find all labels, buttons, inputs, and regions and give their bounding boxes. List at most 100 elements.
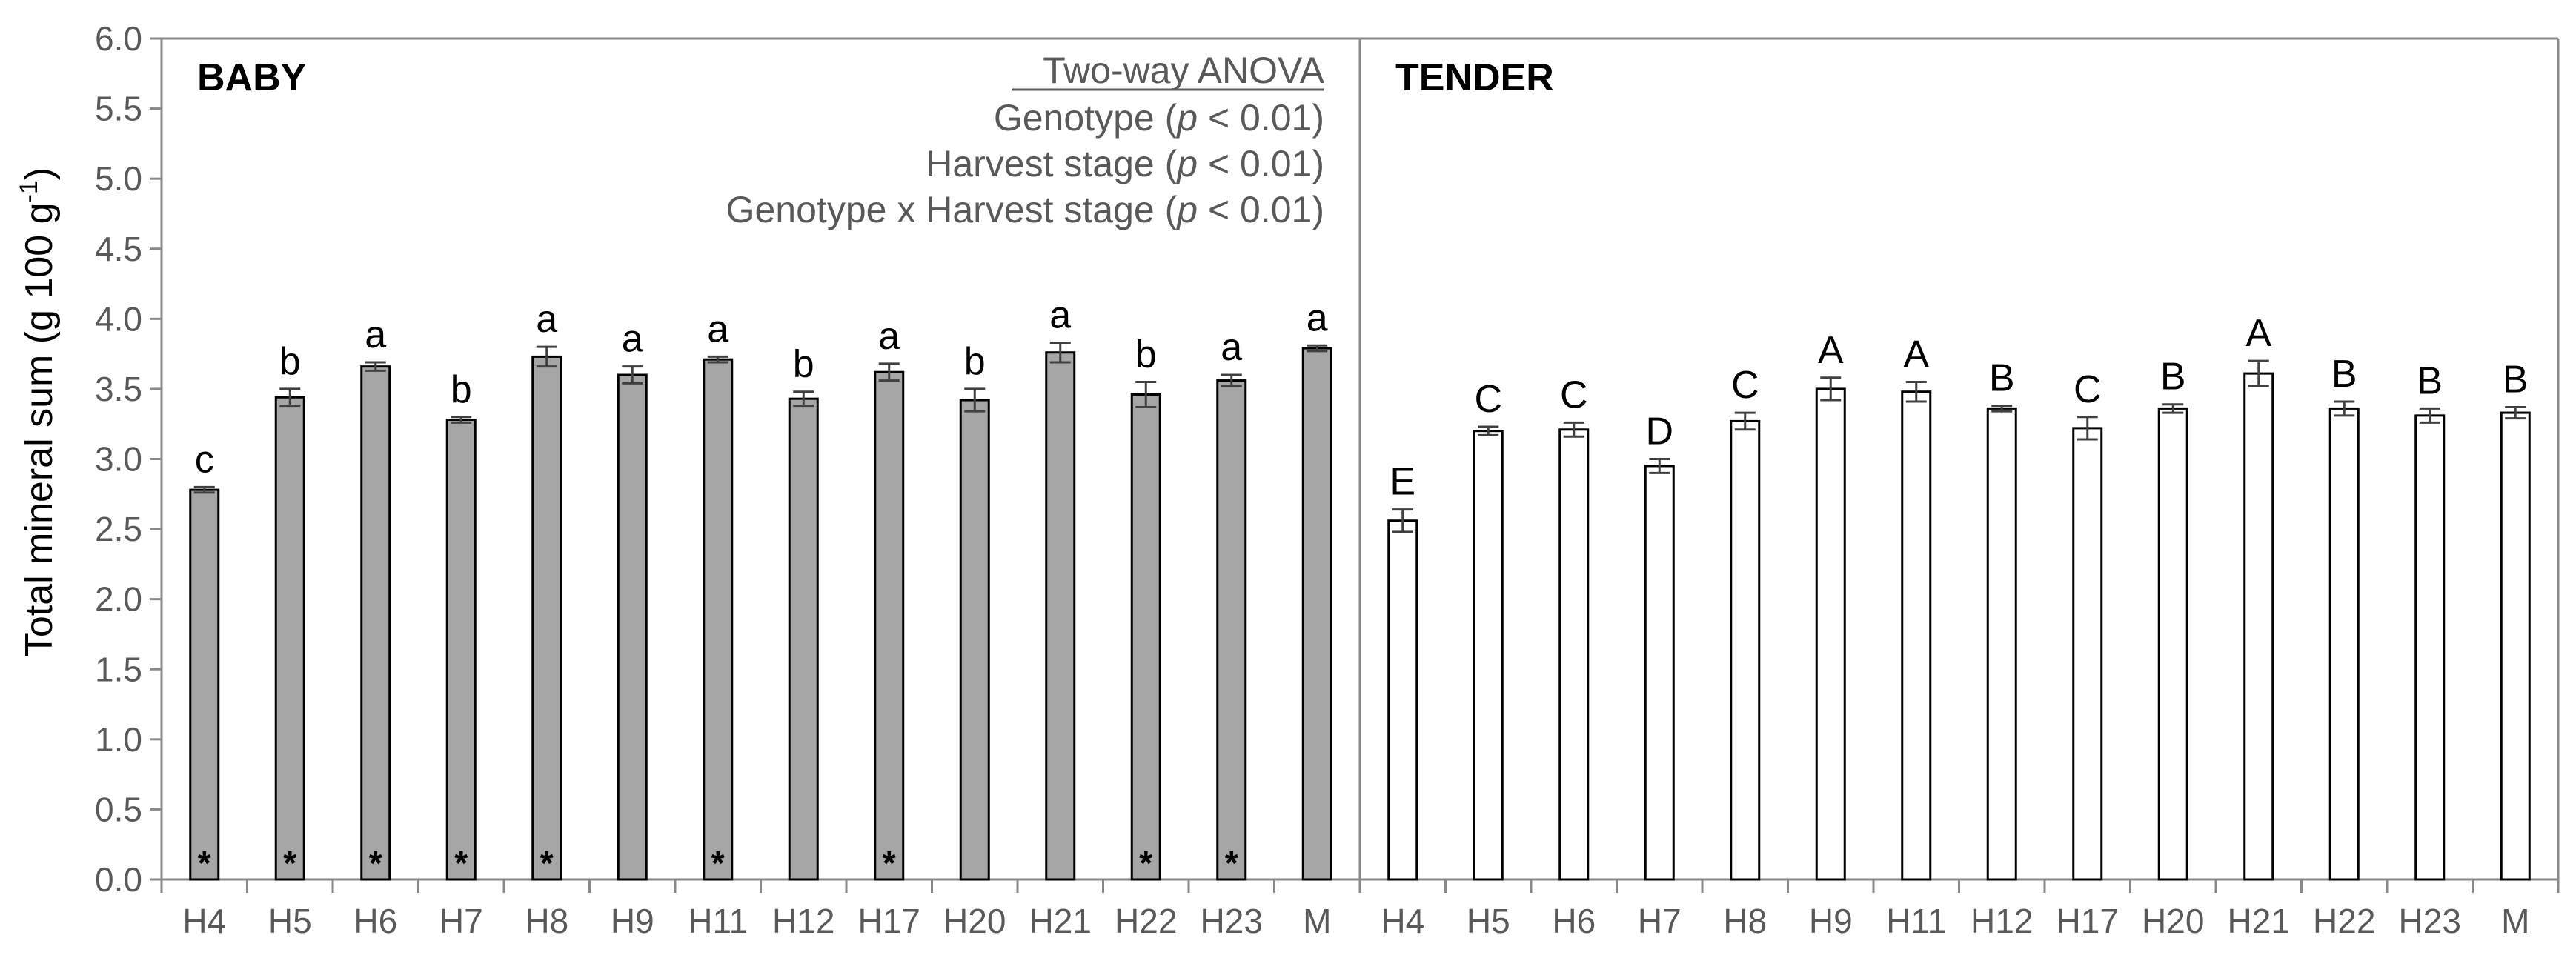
y-tick-label: 4.0 <box>95 299 142 338</box>
x-tick-label: H23 <box>2399 902 2461 940</box>
bar-baby-h8 <box>531 355 562 881</box>
significance-letter: b <box>451 368 472 411</box>
x-tick-label: H23 <box>1201 902 1263 940</box>
error-bar <box>964 387 986 413</box>
y-tick-label: 3.5 <box>95 370 142 408</box>
error-bar <box>2077 416 2098 441</box>
x-tick-label: H4 <box>182 902 226 940</box>
y-tick-label: 3.0 <box>95 440 142 479</box>
bar-tender-h23 <box>2414 414 2446 881</box>
error-bar <box>2248 359 2269 387</box>
bar-baby-h22 <box>1130 393 1161 881</box>
significance-star: * <box>198 844 211 882</box>
significance-star: * <box>1225 844 1238 882</box>
x-tick-label: H6 <box>353 902 397 940</box>
significance-letter: A <box>1903 333 1929 376</box>
y-tick-label: 4.5 <box>95 230 142 268</box>
y-tick-label: 2.0 <box>95 580 142 619</box>
y-axis-label-superscript: -1 <box>15 180 43 202</box>
error-bar <box>1478 425 1499 436</box>
error-bar <box>878 362 900 382</box>
error-bar <box>793 390 814 408</box>
significance-letter: B <box>1989 357 2015 400</box>
x-tick-label: H6 <box>1552 902 1596 940</box>
x-tick-label: H21 <box>2228 902 2290 940</box>
significance-letter: B <box>2160 356 2186 399</box>
bar-tender-h17 <box>2072 427 2103 881</box>
x-tick-label: H22 <box>2313 902 2375 940</box>
x-tick-label: H17 <box>858 902 920 940</box>
bar-baby-h4 <box>189 488 220 881</box>
significance-star: * <box>369 844 382 882</box>
significance-letter: B <box>2417 359 2443 402</box>
x-tick-label: H5 <box>268 902 312 940</box>
significance-letter: D <box>1645 410 1673 453</box>
error-bar <box>1221 373 1242 387</box>
significance-star: * <box>883 844 896 882</box>
error-bar <box>707 355 728 364</box>
significance-letter: b <box>793 343 814 386</box>
y-tick-label: 2.5 <box>95 510 142 548</box>
x-tick-label: M <box>2501 902 2529 940</box>
error-bar <box>451 416 472 424</box>
bar-baby-h21 <box>1045 351 1076 881</box>
x-tick-label: H9 <box>611 902 654 940</box>
bar-baby-h12 <box>788 397 819 881</box>
bar-tender-h5 <box>1473 430 1504 881</box>
x-tick-label: H12 <box>772 902 834 940</box>
significance-letter: C <box>1474 378 1502 421</box>
error-bar <box>365 361 386 372</box>
bar-tender-h22 <box>2328 407 2360 881</box>
x-tick-label: H5 <box>1467 902 1510 940</box>
y-axis-label: Total mineral sum (g 100 g-1) <box>15 167 61 656</box>
x-tick-label: H11 <box>1886 902 1946 940</box>
error-bar <box>2334 400 2355 417</box>
error-bar <box>1991 405 2013 413</box>
bar-baby-h9 <box>617 373 648 881</box>
bar-tender-h8 <box>1730 419 1761 881</box>
significance-letter: a <box>878 315 900 358</box>
bar-baby-h23 <box>1216 379 1247 881</box>
bar-baby-h11 <box>703 358 734 881</box>
x-tick-label: H21 <box>1029 902 1092 940</box>
y-tick-label: 1.5 <box>95 650 142 688</box>
bar-tender-h6 <box>1558 428 1590 881</box>
significance-letter: A <box>2245 312 2271 355</box>
x-tick-label: H8 <box>1723 902 1767 940</box>
significance-letter: B <box>2503 359 2529 402</box>
significance-letter: b <box>1135 333 1157 376</box>
significance-letter: C <box>1560 373 1588 416</box>
bar-tender-h21 <box>2243 372 2274 881</box>
significance-letter: C <box>2074 368 2102 411</box>
bar-baby-h5 <box>274 396 305 881</box>
error-bar <box>1307 344 1328 353</box>
error-bar <box>622 365 643 385</box>
error-bar <box>1135 380 1157 409</box>
error-bar <box>1049 341 1071 364</box>
error-bar <box>1392 508 1413 533</box>
panel-title-baby: BABY <box>197 56 306 99</box>
error-bar <box>2162 403 2184 414</box>
x-tick-label: H11 <box>688 902 748 940</box>
y-tick-label: 0.5 <box>95 790 142 828</box>
bar-tender-h7 <box>1644 465 1675 881</box>
bar-baby-h6 <box>360 365 391 881</box>
significance-letter: A <box>1818 329 1844 372</box>
bar-tender-h9 <box>1815 387 1846 881</box>
bar-baby-m <box>1301 347 1332 881</box>
bar-baby-h17 <box>874 370 905 881</box>
bar-tender-m <box>2500 411 2531 881</box>
significance-letter: a <box>622 318 643 361</box>
bar-tender-h4 <box>1387 519 1418 881</box>
anova-header: Two-way ANOVA <box>1043 50 1324 91</box>
significance-letter: c <box>195 438 214 481</box>
bar-tender-h11 <box>1901 390 1932 881</box>
labels: BABY c H4 * b H5 * a H6 * b H7 * a H8 * a H9 a H11 * b H12 a H17… <box>182 50 2529 940</box>
bar-tender-h20 <box>2157 407 2188 881</box>
x-tick-label: H12 <box>1971 902 2033 940</box>
axes: 0.0 0.5 1.0 1.5 2.0 2.5 3.0 3.5 4.0 4.5 5.0 5.5 6.0 <box>95 19 2560 899</box>
error-bar <box>1563 421 1584 438</box>
anova-line: Harvest stage (p < 0.01) <box>926 143 1324 184</box>
significance-letter: a <box>536 298 557 341</box>
